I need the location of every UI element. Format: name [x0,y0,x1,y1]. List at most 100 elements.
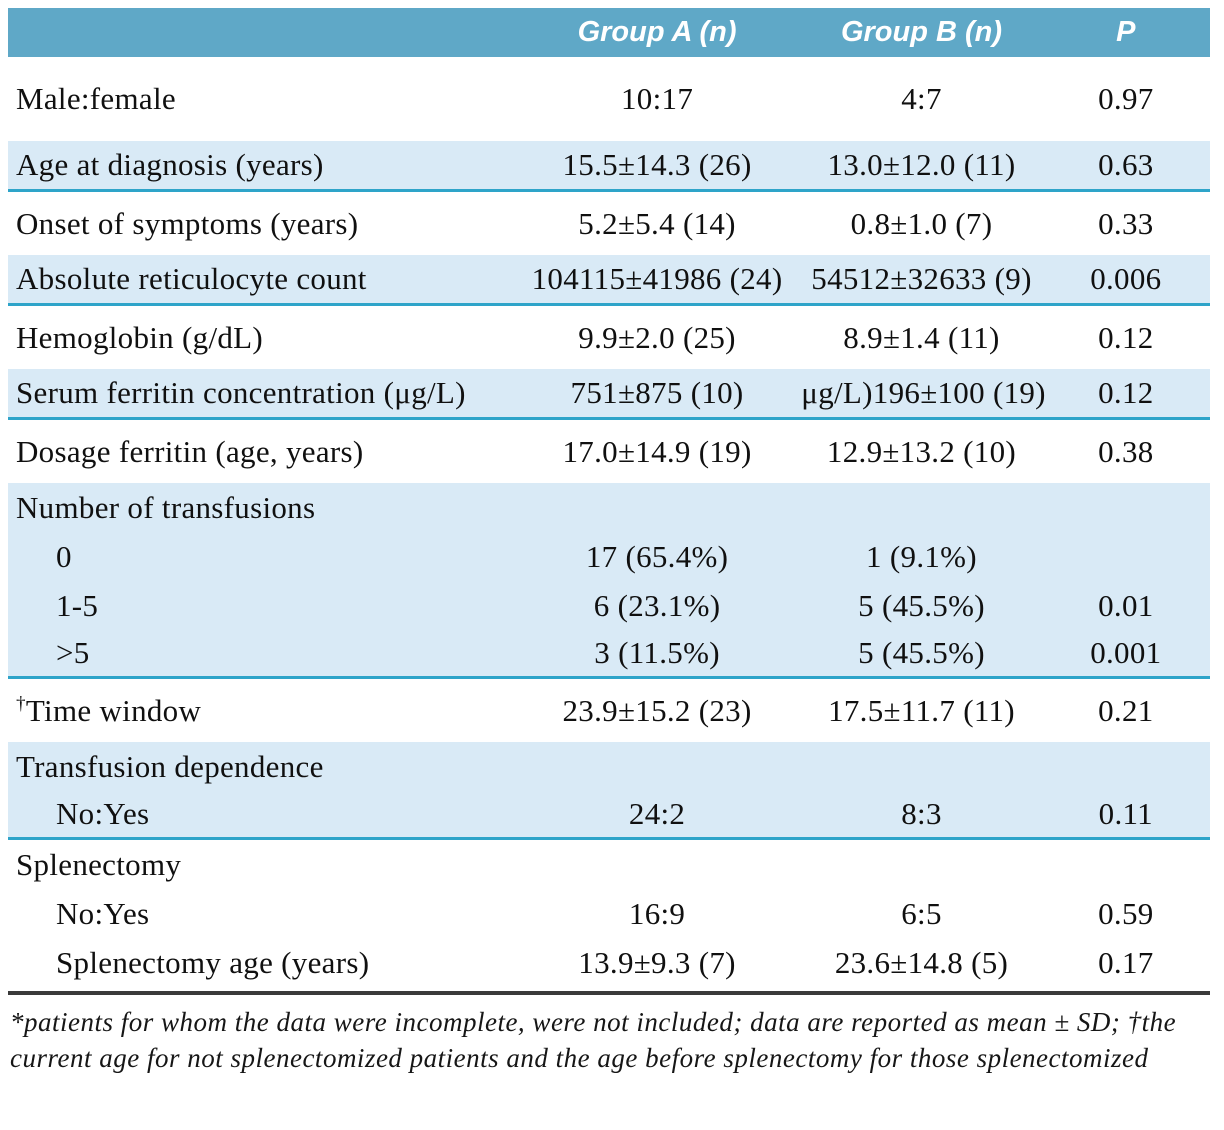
footnote-divider [8,991,1210,995]
table-row: Serum ferritin concentration (μg/L) 751±8… [8,369,1210,420]
table-header-row: Group A (n) Group B (n) P [8,8,1210,57]
row-label: No:Yes [8,796,513,832]
row-label: Onset of symptoms (years) [8,206,513,242]
dagger-mark: † [16,693,26,715]
header-group-a: Group A (n) [577,16,737,48]
row-label-text: Splenectomy [16,846,182,882]
row-label: 0 [8,539,513,575]
row-label: Male:female [8,81,513,117]
row-label-text: No:Yes [56,796,150,831]
row-label-text: 0 [56,538,72,574]
table-row: No:Yes 16:9 6:5 0.59 [8,889,1210,938]
table-row: Hemoglobin (g/dL) 9.9±2.0 (25) 8.9±1.4 (11… [8,306,1210,369]
table-row: 1-5 6 (23.1%) 5 (45.5%) 0.01 [8,581,1210,630]
table-row: No:Yes 24:2 8:3 0.11 [8,791,1210,840]
row-label-text: Hemoglobin (g/dL) [16,319,264,355]
group-b-value: 5 (45.5%) [858,635,985,670]
row-label: Transfusion dependence [8,749,513,785]
row-label: Splenectomy [8,847,513,883]
row-label: 1-5 [8,588,513,624]
p-value: 0.21 [1098,692,1154,728]
p-value: 0.33 [1098,205,1154,241]
row-label-text: Dosage ferritin (age, years) [16,433,364,469]
group-b-value: 8:3 [901,796,942,831]
row-label-text: 1-5 [56,587,99,623]
row-label: >5 [8,635,513,671]
table-body: Male:female 10:17 4:7 0.97 Age at diagnosis … [8,57,1210,987]
p-value: 0.12 [1098,375,1154,410]
row-label: †Time window [8,693,513,729]
row-label-text: Male:female [16,81,176,116]
row-label: Absolute reticulocyte count [8,261,513,297]
group-b-value: 23.6±14.8 (5) [834,944,1009,980]
section-header-row: Transfusion dependence [8,742,1210,791]
comparison-table: Group A (n) Group B (n) P Male:female 10:… [8,8,1210,1073]
section-header-row: Splenectomy [8,840,1210,889]
p-value: 0.11 [1098,796,1153,831]
p-value: 0.38 [1098,433,1154,469]
p-value: 0.63 [1098,147,1154,182]
row-label: Number of transfusions [8,490,513,526]
group-b-value: 12.9±13.2 (10) [826,433,1017,469]
row-label: Splenectomy age (years) [8,945,513,981]
row-label-text: Onset of symptoms (years) [16,205,359,241]
row-label-text: Transfusion dependence [16,748,324,784]
p-value: 0.97 [1098,81,1154,116]
group-b-value: 13.0±12.0 (11) [827,147,1016,182]
group-a-value: 24:2 [628,796,686,831]
group-a-value: 17 (65.4%) [585,538,729,574]
row-label-text: Age at diagnosis (years) [16,147,324,182]
group-b-value: 0.8±1.0 (7) [850,205,993,241]
table-row: †Time window 23.9±15.2 (23) 17.5±11.7 (11)… [8,679,1210,742]
group-b-value: μg/L)196±100 (19) [801,375,1046,410]
p-value: 0.006 [1090,261,1162,296]
table-row: Age at diagnosis (years) 15.5±14.3 (26) 13… [8,141,1210,192]
table-row: Absolute reticulocyte count 104115±41986 … [8,255,1210,306]
p-value: 0.17 [1098,944,1154,980]
header-group-b: Group B (n) [840,16,1003,48]
p-value: 0.01 [1098,587,1154,623]
row-label-text: Time window [25,692,202,728]
row-label-text: Number of transfusions [16,489,316,525]
p-value: 0.59 [1098,895,1154,931]
table-row: Male:female 10:17 4:7 0.97 [8,57,1210,141]
header-p: P [1116,16,1136,48]
group-b-value: 8.9±1.4 (11) [843,319,1000,355]
group-b-value: 1 (9.1%) [866,538,977,574]
row-label-text: No:Yes [56,895,150,931]
group-a-value: 9.9±2.0 (25) [578,319,736,355]
group-a-value: 751±875 (10) [570,375,744,410]
group-a-value: 6 (23.1%) [593,587,721,623]
table-row: Splenectomy age (years) 13.9±9.3 (7) 23.6±… [8,938,1210,987]
p-value: 0.001 [1090,635,1162,670]
group-a-value: 13.9±9.3 (7) [578,944,736,980]
section-header-row: Number of transfusions [8,483,1210,532]
group-a-value: 16:9 [628,895,686,931]
group-b-value: 6:5 [901,895,942,931]
group-a-value: 15.5±14.3 (26) [562,147,752,182]
p-value: 0.12 [1098,319,1154,355]
row-label: Serum ferritin concentration (μg/L) [8,375,513,411]
group-b-value: 4:7 [901,81,942,116]
row-label-text: Absolute reticulocyte count [16,261,367,296]
row-label-text: >5 [56,635,90,670]
group-a-value: 17.0±14.9 (19) [562,433,752,469]
table-row: Onset of symptoms (years) 5.2±5.4 (14) 0.8… [8,192,1210,255]
row-label: Hemoglobin (g/dL) [8,320,513,356]
table-row: >5 3 (11.5%) 5 (45.5%) 0.001 [8,630,1210,679]
group-a-value: 23.9±15.2 (23) [562,692,752,728]
group-b-value: 54512±32633 (9) [811,261,1032,296]
group-a-value: 5.2±5.4 (14) [578,205,736,241]
table-row: 0 17 (65.4%) 1 (9.1%) [8,532,1210,581]
group-b-value: 17.5±11.7 (11) [828,692,1015,728]
table-footnote: *patients for whom the data were incompl… [10,1007,1177,1073]
group-a-value: 10:17 [621,81,694,116]
row-label: Age at diagnosis (years) [8,147,513,183]
group-b-value: 5 (45.5%) [858,587,985,623]
row-label-text: Serum ferritin concentration (μg/L) [16,375,466,410]
row-label: Dosage ferritin (age, years) [8,434,513,470]
group-a-value: 104115±41986 (24) [531,261,783,296]
row-label: No:Yes [8,896,513,932]
group-a-value: 3 (11.5%) [594,635,720,670]
table-row: Dosage ferritin (age, years) 17.0±14.9 (1… [8,420,1210,483]
